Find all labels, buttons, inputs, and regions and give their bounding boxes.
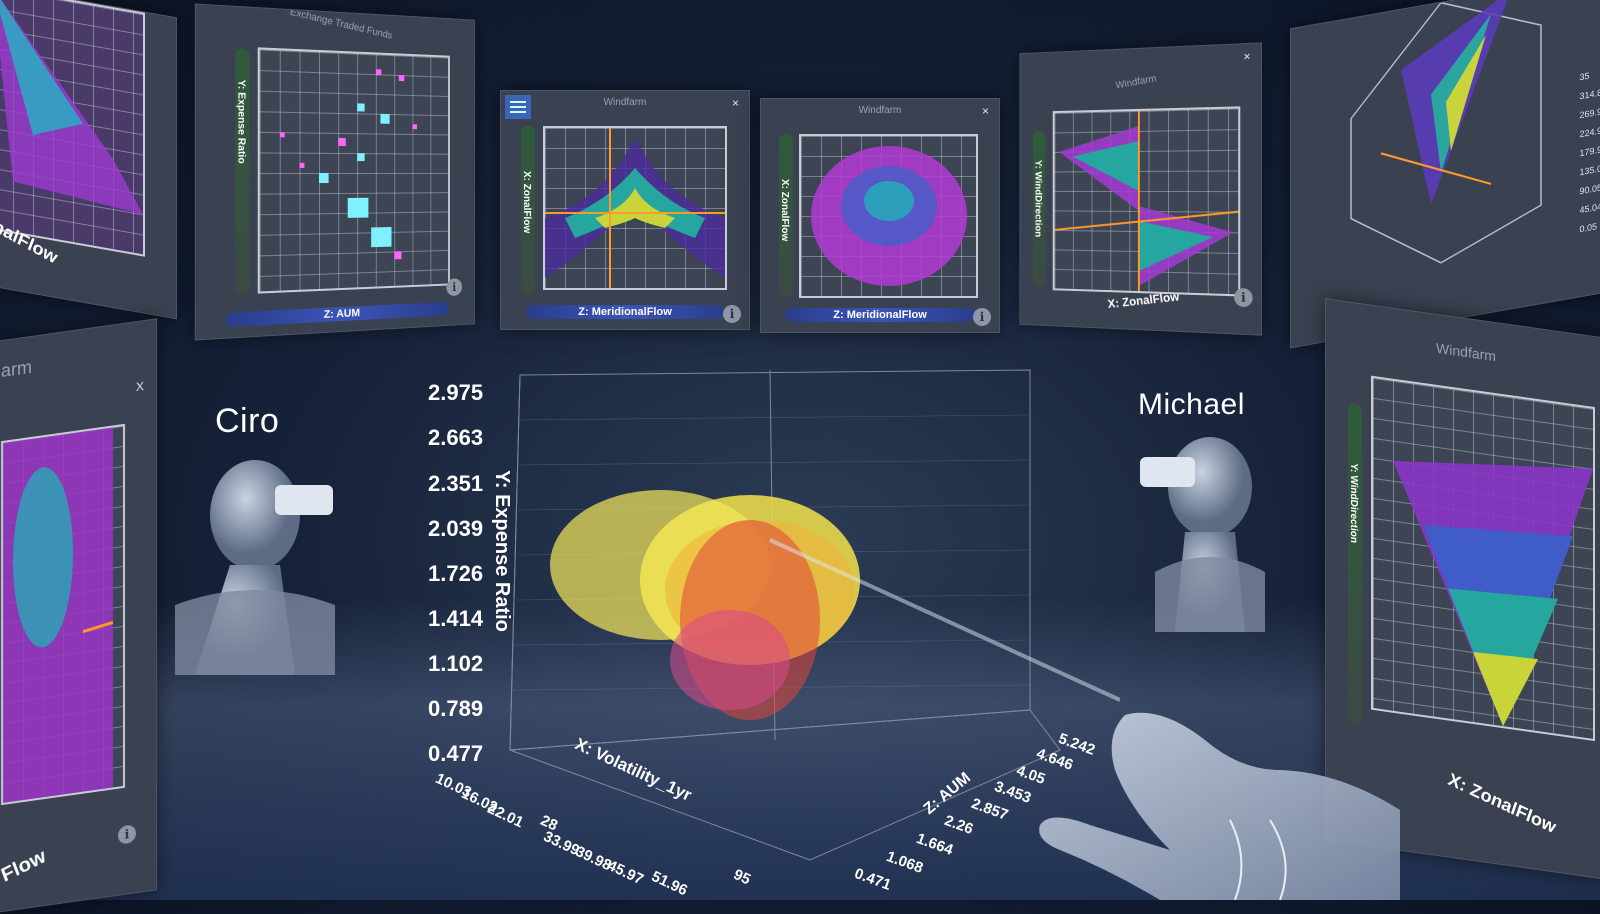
y-tick: 0.789 bbox=[428, 696, 484, 721]
main-chart-box bbox=[509, 369, 1121, 861]
y-tick: 2.975 bbox=[428, 380, 484, 405]
x-axis-label: Z: MeridionalFlow bbox=[525, 305, 725, 319]
y-axis-title: Y: Expense Ratio bbox=[491, 470, 513, 632]
avatar-ciro[interactable] bbox=[175, 455, 335, 675]
y-axis-label: Y: WindDirection bbox=[1348, 462, 1359, 544]
x-axis-label: Z: MeridionalFlow bbox=[784, 308, 976, 322]
panel-plot bbox=[257, 47, 450, 294]
close-icon[interactable]: × bbox=[981, 104, 989, 118]
y-axis-label: Y: Expense Ratio bbox=[235, 79, 247, 164]
info-icon[interactable]: i bbox=[973, 308, 991, 326]
panel-left-mid[interactable]: arm X Flow i bbox=[0, 318, 157, 914]
y-tick: 2.663 bbox=[428, 425, 484, 450]
y-tick: 1.726 bbox=[428, 561, 484, 586]
x-axis-label: Z: AUM bbox=[226, 301, 449, 328]
avatar-figure bbox=[175, 460, 335, 675]
scatter-plot bbox=[545, 128, 725, 288]
hand-icon bbox=[1039, 712, 1400, 901]
user-name-ciro: Ciro bbox=[215, 402, 280, 440]
z-axis-ticks: 35 314.85 269.95 224.95 179.95 135.03 90… bbox=[1579, 70, 1600, 235]
laser-pointer bbox=[769, 538, 1121, 702]
panel-title: arm bbox=[1, 356, 32, 382]
avatar-michael[interactable] bbox=[1135, 432, 1275, 632]
panel-title: Windfarm bbox=[1115, 73, 1158, 92]
y-axis-bar bbox=[1348, 402, 1362, 725]
panel-title: Windfarm bbox=[858, 105, 902, 116]
y-tick: 1.414 bbox=[428, 606, 484, 631]
panel-plot bbox=[1371, 375, 1595, 742]
panel-etf[interactable]: Exchange Traded Funds Y: Expense Ratio Z… bbox=[194, 3, 476, 341]
panel-plot bbox=[1, 423, 125, 806]
y-axis-bar bbox=[779, 134, 793, 297]
close-icon[interactable]: × bbox=[731, 96, 739, 110]
main-3d-chart[interactable]: Y: Expense Ratio X: Volatility_1yr Z: AU… bbox=[420, 360, 1121, 900]
x-axis-label: X: ZonalFlow bbox=[1445, 769, 1559, 837]
panel-top-left-far: onalFlow bbox=[0, 0, 177, 320]
y-axis-label: Y: WindDirection bbox=[1032, 159, 1043, 238]
panel-plot bbox=[543, 126, 727, 290]
info-icon[interactable]: i bbox=[1234, 288, 1253, 308]
avatar-figure bbox=[1140, 437, 1265, 632]
y-tick: 2.039 bbox=[428, 516, 484, 541]
heatmap-plot bbox=[279, 69, 417, 260]
scatter-plot bbox=[1055, 108, 1239, 294]
y-axis-label: X: ZonalFlow bbox=[779, 179, 790, 242]
3d-scatter-plot bbox=[1350, 0, 1542, 264]
panel-windfarm-3[interactable]: Windfarm × Y: WindDirection X: ZonalFlow… bbox=[1019, 42, 1262, 336]
close-icon[interactable]: X bbox=[135, 379, 144, 395]
panel-title: Windfarm bbox=[603, 97, 647, 108]
y-tick: 0.477 bbox=[428, 741, 484, 766]
y-tick: 1.102 bbox=[428, 651, 484, 676]
panel-plot bbox=[799, 134, 978, 298]
scatter-plot bbox=[0, 0, 143, 215]
panel-plot bbox=[0, 0, 145, 257]
panel-plot bbox=[1053, 106, 1241, 297]
vr-hand[interactable] bbox=[1020, 700, 1400, 901]
panel-top-right-3d: 35 314.85 269.95 224.95 179.95 135.03 90… bbox=[1290, 0, 1600, 349]
y-tick: 2.351 bbox=[428, 471, 484, 496]
y-axis-label: X: ZonalFlow bbox=[521, 171, 532, 234]
close-icon[interactable]: × bbox=[1243, 49, 1251, 64]
menu-icon[interactable] bbox=[505, 95, 531, 119]
vr-headset-icon bbox=[275, 485, 333, 515]
vr-headset-icon bbox=[1140, 457, 1195, 487]
y-axis-bar bbox=[521, 126, 535, 294]
x-axis-label: Flow bbox=[0, 845, 49, 887]
info-icon[interactable]: i bbox=[723, 305, 741, 323]
panel-title: Windfarm bbox=[1436, 339, 1496, 365]
panel-windfarm-2[interactable]: Windfarm × X: ZonalFlow Z: MeridionalFlo… bbox=[760, 98, 1000, 333]
info-icon[interactable]: i bbox=[118, 824, 136, 845]
panel-right-mid: Windfarm Y: WindDirection X: ZonalFlow bbox=[1325, 298, 1600, 880]
scatter-plot bbox=[3, 427, 114, 803]
info-icon[interactable]: i bbox=[446, 278, 463, 297]
panel-windfarm-1[interactable]: Windfarm × X: ZonalFlow Z: MeridionalFlo… bbox=[500, 90, 750, 330]
user-name-michael: Michael bbox=[1138, 388, 1245, 421]
scatter-plot bbox=[811, 146, 967, 286]
cluster-pink bbox=[670, 610, 790, 710]
scatter-plot bbox=[1393, 460, 1593, 727]
